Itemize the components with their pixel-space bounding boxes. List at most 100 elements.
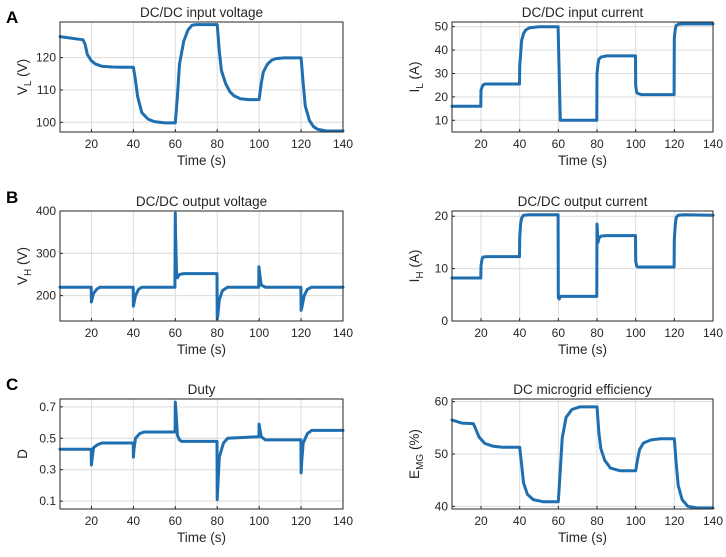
x-tick-label: 20 (474, 137, 488, 151)
y-tick-label: 40 (435, 499, 449, 513)
y-tick-label: 100 (36, 115, 56, 129)
y-axis-label-symbol: V (15, 86, 30, 95)
y-axis-label-unit: (V) (15, 247, 30, 269)
y-tick-label: 0.1 (39, 494, 56, 508)
x-axis-label: Time (s) (177, 153, 226, 168)
plot-frame (451, 210, 714, 322)
y-axis-label-unit: (%) (407, 429, 422, 454)
x-tick-label: 140 (333, 514, 353, 528)
y-tick-label: 110 (37, 83, 56, 97)
y-tick-label: 120 (36, 51, 56, 65)
y-tick-label: 300 (36, 246, 56, 260)
y-axis-label-symbol: E (407, 470, 422, 479)
chart-title: Duty (188, 382, 216, 397)
x-tick-label: 120 (664, 326, 684, 340)
x-tick-label: 40 (127, 514, 141, 528)
x-tick-label: 40 (127, 326, 141, 340)
x-tick-label: 100 (626, 514, 646, 528)
y-tick-label: 0.7 (39, 400, 56, 414)
chart-panel-6: 20 40 60 80 100 120 140 40 50 60 DC microgrid effi… (407, 382, 723, 545)
x-tick-label: 40 (127, 137, 141, 151)
x-axis-label: Time (s) (177, 342, 226, 357)
x-tick-label: 100 (249, 137, 269, 151)
x-tick-label: 100 (626, 137, 646, 151)
plot-frame (59, 21, 344, 133)
y-axis-label: IL (A) (407, 61, 426, 92)
x-tick-label: 80 (590, 326, 604, 340)
x-tick-label: 100 (626, 326, 646, 340)
y-axis-label: EMG (%) (407, 429, 426, 479)
y-tick-label: 0.3 (39, 463, 56, 477)
x-tick-label: 120 (291, 137, 311, 151)
x-tick-label: 100 (249, 326, 269, 340)
x-tick-label: 120 (664, 514, 684, 528)
y-axis-label-unit: (V) (15, 59, 30, 81)
x-tick-label: 60 (552, 137, 566, 151)
y-tick-label: 50 (435, 20, 449, 34)
chart-panel-5: 20 40 60 80 100 120 140 0.1 0.3 0.5 0.7 Duty Time (s… (15, 382, 353, 545)
chart-title: DC/DC input current (522, 5, 644, 20)
x-tick-label: 100 (249, 514, 269, 528)
y-tick-label: 30 (435, 66, 449, 80)
y-axis-label-symbol: V (15, 276, 30, 285)
x-tick-label: 20 (85, 514, 99, 528)
panel-letter-c: C (6, 375, 18, 394)
y-tick-label: 20 (435, 209, 449, 223)
y-axis-label-subscript: H (23, 269, 34, 276)
y-tick-label: 200 (36, 289, 56, 303)
y-tick-label: 60 (435, 395, 449, 409)
x-tick-label: 140 (703, 326, 723, 340)
y-axis-label: VL (V) (15, 59, 34, 95)
plot-frame (59, 398, 344, 510)
x-tick-label: 60 (169, 514, 183, 528)
x-tick-label: 120 (291, 514, 311, 528)
chart-title: DC/DC input voltage (140, 5, 263, 20)
y-axis-label-symbol: D (15, 449, 30, 459)
y-axis-label: D (15, 449, 30, 459)
x-tick-label: 40 (513, 326, 527, 340)
x-axis-label: Time (s) (558, 153, 607, 168)
x-tick-label: 80 (211, 514, 225, 528)
y-tick-label: 0.5 (39, 431, 56, 445)
plot-frame (59, 210, 344, 322)
chart-panel-4: 20 40 60 80 100 120 140 0 10 20 DC/DC output curre… (407, 194, 723, 357)
y-axis-label-subscript: L (23, 80, 34, 86)
x-tick-label: 40 (513, 514, 527, 528)
x-tick-label: 20 (474, 514, 488, 528)
y-axis-label-symbol: I (407, 89, 422, 93)
x-tick-label: 60 (169, 137, 183, 151)
y-axis-label-unit: (A) (407, 61, 422, 83)
x-tick-label: 140 (703, 514, 723, 528)
y-tick-label: 10 (435, 262, 449, 276)
series-line-i-h (450, 213, 715, 301)
panel-letter-a: A (6, 8, 18, 27)
series-line-d (58, 400, 345, 502)
chart-title: DC microgrid efficiency (513, 382, 652, 397)
y-tick-label: 50 (435, 447, 449, 461)
x-tick-label: 20 (474, 326, 488, 340)
y-axis-label-symbol: I (407, 279, 422, 283)
series-line-v-h (58, 211, 345, 321)
y-axis-label-subscript: H (415, 271, 426, 278)
chart-title: DC/DC output current (518, 194, 648, 209)
chart-panel-3: 20 40 60 80 100 120 140 200 300 400 DC/DC output v… (15, 194, 353, 357)
x-tick-label: 80 (211, 137, 225, 151)
x-axis-label: Time (s) (558, 530, 607, 545)
y-axis-label: IH (A) (407, 250, 426, 283)
y-tick-label: 40 (435, 43, 449, 57)
x-axis-label: Time (s) (558, 342, 607, 357)
chart-panel-2: 20 40 60 80 100 120 140 10 20 30 40 50 DC/DC input c… (407, 5, 723, 168)
x-tick-label: 20 (85, 137, 99, 151)
x-tick-label: 80 (590, 514, 604, 528)
x-tick-label: 60 (552, 514, 566, 528)
panel-letter-b: B (6, 188, 18, 207)
x-tick-label: 80 (590, 137, 604, 151)
y-axis-label-unit: (A) (407, 250, 422, 272)
chart-title: DC/DC output voltage (136, 194, 267, 209)
chart-panel-1: 20 40 60 80 100 120 140 100 110 120 DC/DC input vo… (15, 5, 353, 168)
series-line-v-l (58, 23, 345, 133)
x-tick-label: 120 (664, 137, 684, 151)
y-tick-label: 400 (36, 204, 56, 218)
x-tick-label: 20 (85, 326, 99, 340)
